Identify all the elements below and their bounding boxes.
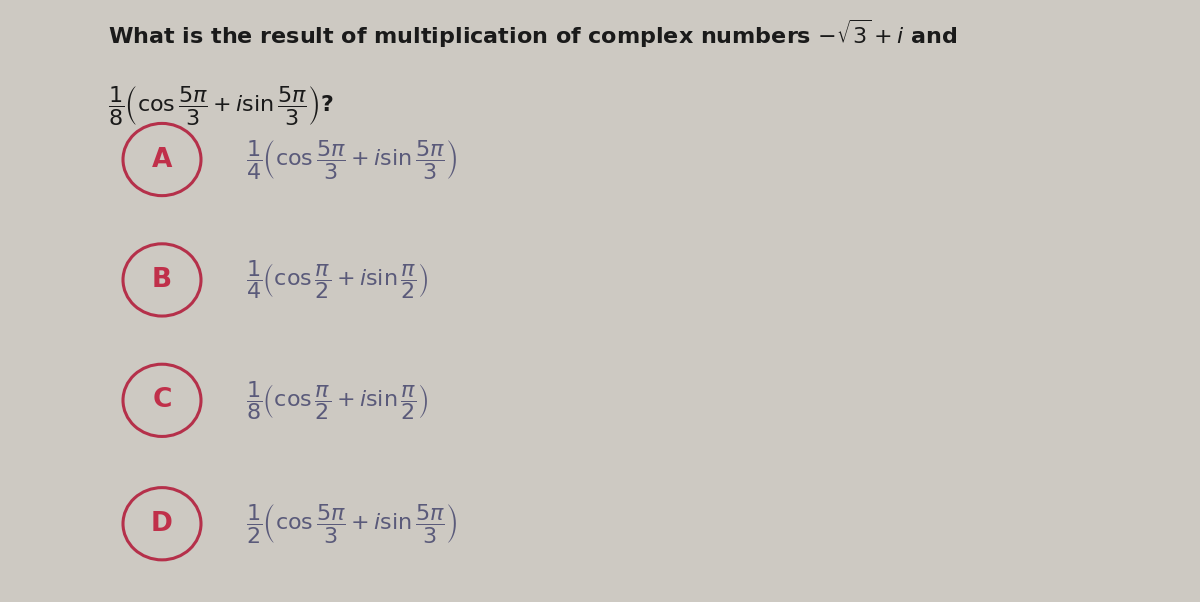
Text: $\dfrac{1}{2}\left(\cos\dfrac{5\pi}{3}+i\sin\dfrac{5\pi}{3}\right)$: $\dfrac{1}{2}\left(\cos\dfrac{5\pi}{3}+i… [246,502,457,545]
Text: A: A [152,146,172,173]
Text: $\dfrac{1}{4}\left(\cos\dfrac{\pi}{2}+i\sin\dfrac{\pi}{2}\right)$: $\dfrac{1}{4}\left(\cos\dfrac{\pi}{2}+i\… [246,258,428,302]
Text: What is the result of multiplication of complex numbers $-\sqrt{3}+i$ and: What is the result of multiplication of … [108,18,958,51]
Text: $\dfrac{1}{8}\left(\cos\dfrac{\pi}{2}+i\sin\dfrac{\pi}{2}\right)$: $\dfrac{1}{8}\left(\cos\dfrac{\pi}{2}+i\… [246,379,428,422]
Text: C: C [152,387,172,414]
Text: $\dfrac{1}{4}\left(\cos\dfrac{5\pi}{3}+i\sin\dfrac{5\pi}{3}\right)$: $\dfrac{1}{4}\left(\cos\dfrac{5\pi}{3}+i… [246,138,457,181]
Text: $\dfrac{1}{8}\left(\cos\dfrac{5\pi}{3}+i\sin\dfrac{5\pi}{3}\right)$?: $\dfrac{1}{8}\left(\cos\dfrac{5\pi}{3}+i… [108,84,334,127]
Text: B: B [152,267,172,293]
Text: D: D [151,510,173,537]
